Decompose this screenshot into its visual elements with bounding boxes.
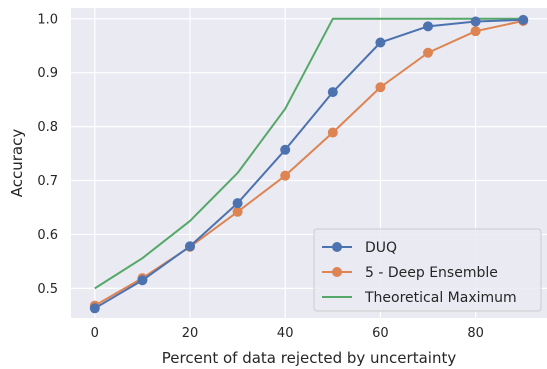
y-tick-labels: 0.5 0.6 0.7 0.8 0.9 1.0 — [37, 12, 58, 297]
data-point — [423, 21, 433, 32]
data-point — [327, 127, 338, 138]
series-line — [94, 17, 524, 290]
y-tick-label: 0.8 — [37, 120, 58, 135]
data-point — [137, 275, 148, 286]
legend-label: DUQ — [365, 240, 397, 256]
legend-box — [313, 228, 542, 312]
data-point — [327, 87, 338, 98]
legend: DUQ 5 - Deep Ensemble Theoretical Maximum — [313, 228, 542, 312]
data-point — [470, 16, 481, 27]
y-tick-label: 1.0 — [37, 12, 58, 27]
y-tick-label: 0.9 — [37, 66, 58, 81]
data-point — [423, 47, 433, 58]
legend-marker — [332, 242, 342, 252]
legend-label: 5 - Deep Ensemble — [365, 265, 498, 281]
series-0 — [89, 14, 529, 314]
series-layer — [89, 14, 529, 314]
y-tick-label: 0.6 — [37, 228, 58, 243]
x-tick-labels: 0 20 40 60 80 — [91, 326, 484, 341]
x-tick-label: 20 — [182, 326, 199, 341]
x-tick-label: 40 — [277, 326, 294, 341]
y-axis-label: Accuracy — [8, 129, 26, 198]
data-point — [232, 206, 243, 217]
x-tick-label: 60 — [372, 326, 389, 341]
data-point — [185, 241, 195, 252]
data-point — [280, 144, 291, 155]
data-point — [375, 37, 386, 48]
data-point — [232, 198, 243, 209]
series-2 — [94, 17, 524, 290]
y-tick-label: 0.7 — [37, 174, 58, 189]
data-point — [518, 14, 529, 25]
x-tick-label: 0 — [91, 326, 99, 341]
y-tick-label: 0.5 — [37, 282, 58, 297]
x-tick-label: 80 — [467, 326, 484, 341]
data-point — [470, 26, 481, 37]
x-axis-label: Percent of data rejected by uncertainty — [162, 349, 457, 367]
legend-label: Theoretical Maximum — [364, 290, 517, 306]
data-point — [375, 82, 386, 93]
data-point — [89, 303, 100, 314]
legend-marker — [332, 267, 342, 277]
data-point — [280, 170, 291, 181]
series-line — [94, 18, 524, 310]
